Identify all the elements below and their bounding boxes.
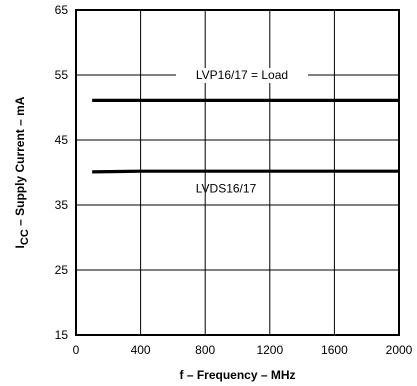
series-line (92, 169, 399, 174)
series-lines (92, 98, 399, 174)
x-tick-label: 1600 (321, 343, 348, 357)
annotation-background (176, 68, 308, 83)
y-tick-labels: 15 25 35 45 55 65 (55, 3, 69, 342)
x-tick-label: 2000 (386, 343, 413, 357)
x-axis-title: f – Frequency – MHz (179, 368, 295, 382)
y-axis-title-main: I (13, 245, 27, 248)
x-tick-label: 400 (131, 343, 151, 357)
y-axis-title: ICC – Supply Current – mA (13, 96, 31, 248)
annotations: LVP16/17 = Load LVDS16/17 (176, 68, 308, 196)
y-axis-title-subscript: CC (19, 229, 31, 245)
y-tick-label: 55 (55, 68, 69, 82)
y-tick-label: 65 (55, 3, 69, 17)
x-tick-label: 800 (195, 343, 215, 357)
x-tick-labels: 0 400 800 1200 1600 2000 (73, 343, 413, 357)
x-tick-label: 1200 (256, 343, 283, 357)
y-tick-label: 15 (55, 328, 69, 342)
annotation-lvp-label: LVP16/17 = Load (196, 68, 288, 82)
annotation-lvds-label: LVDS16/17 (196, 182, 257, 196)
y-tick-label: 35 (55, 198, 69, 212)
y-tick-label: 25 (55, 263, 69, 277)
y-tick-label: 45 (55, 133, 69, 147)
y-axis-title-rest: – Supply Current – mA (13, 96, 27, 229)
x-tick-label: 0 (73, 343, 80, 357)
